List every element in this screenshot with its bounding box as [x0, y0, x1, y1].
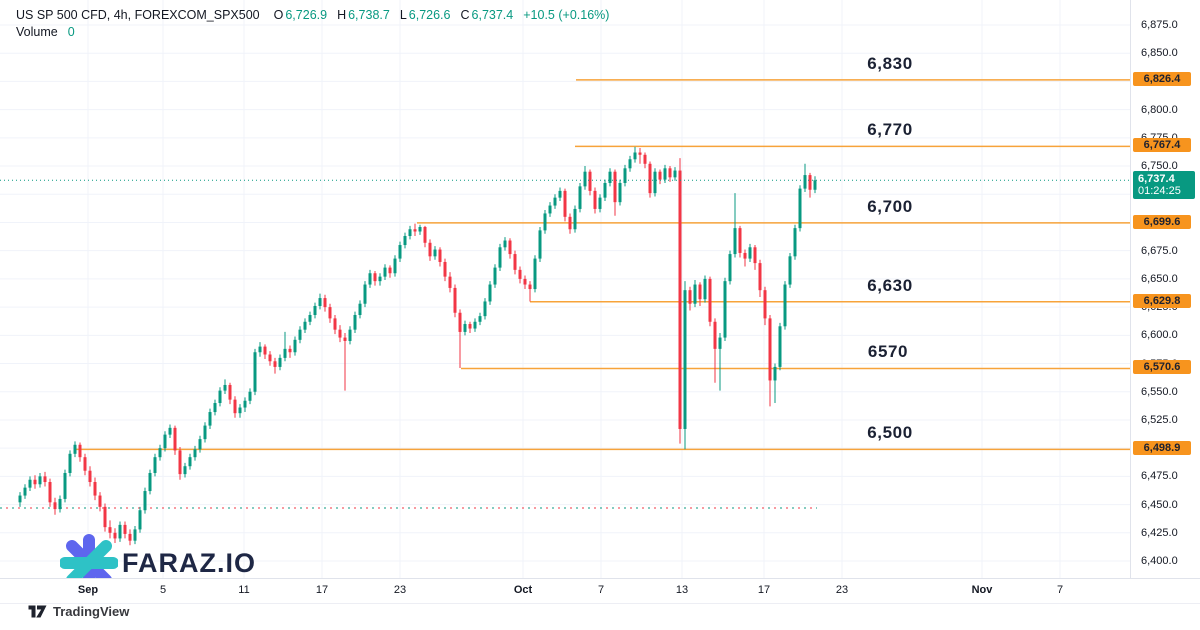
current-price-value: 6,737.4 — [1138, 173, 1175, 186]
symbol-legend[interactable]: US SP 500 CFD, 4h, FOREXCOM_SPX500 O 6,72… — [16, 7, 609, 41]
time-tick: 13 — [675, 584, 689, 596]
level-price-label: 6,826.4 — [1133, 71, 1191, 86]
volume-label[interactable]: Volume — [16, 25, 58, 39]
level-price-label: 6,498.9 — [1133, 441, 1191, 456]
tradingview-attribution[interactable]: TradingView — [28, 604, 129, 619]
candlestick-chart — [0, 0, 1130, 578]
time-tick: Sep — [77, 584, 99, 596]
price-tick: 6,650.0 — [1141, 272, 1178, 285]
faraz-watermark-text: FARAZ.IO — [122, 547, 256, 578]
level-title-6630: 6,630 — [867, 275, 913, 295]
close-value: C 6,737.4 — [460, 8, 514, 22]
time-tick: 17 — [757, 584, 771, 596]
level-title-6500: 6,500 — [867, 423, 913, 443]
price-tick: 6,800.0 — [1141, 103, 1178, 116]
time-tick: 23 — [393, 584, 407, 596]
price-tick: 6,525.0 — [1141, 413, 1178, 426]
time-tick: 7 — [1056, 584, 1064, 596]
time-tick: Oct — [513, 584, 533, 596]
price-tick: 6,675.0 — [1141, 244, 1178, 257]
price-tick: 6,475.0 — [1141, 470, 1178, 483]
price-tick: 6,425.0 — [1141, 526, 1178, 539]
time-tick: Nov — [971, 584, 993, 596]
level-title-6830: 6,830 — [867, 53, 913, 73]
level-title-6770: 6,770 — [867, 120, 913, 140]
volume-value: 0 — [67, 25, 75, 39]
price-tick: 6,450.0 — [1141, 498, 1178, 511]
time-tick: 17 — [315, 584, 329, 596]
faraz-watermark: FARAZ.IO — [60, 534, 256, 578]
level-price-label: 6,629.8 — [1133, 293, 1191, 308]
time-tick: 11 — [238, 584, 250, 596]
time-tick: 23 — [835, 584, 849, 596]
price-tick: 6,600.0 — [1141, 329, 1178, 342]
chart-plot-area[interactable]: 6,830 6,770 6,700 6,630 6570 6,500 US SP 500 … — [0, 0, 1130, 578]
legend-volume-row: Volume 0 — [16, 24, 609, 41]
legend-ohlc-row: US SP 500 CFD, 4h, FOREXCOM_SPX500 O 6,72… — [16, 7, 609, 24]
symbol-title[interactable]: US SP 500 CFD, 4h, FOREXCOM_SPX500 — [16, 8, 260, 22]
bar-countdown: 01:24:25 — [1138, 185, 1181, 198]
level-price-label: 6,767.4 — [1133, 138, 1191, 153]
price-axis[interactable]: 6,875.06,850.06,800.06,775.06,750.06,675… — [1130, 0, 1200, 578]
time-axis[interactable]: Sep 5 11 17 23 Oct 7 13 17 23 Nov 7 — [0, 578, 1200, 604]
candlestick-series — [18, 146, 817, 546]
level-title-6570: 6570 — [867, 342, 909, 362]
tradingview-attribution-text: TradingView — [53, 604, 130, 619]
tradingview-logo-icon — [28, 605, 47, 618]
level-price-label: 6,570.6 — [1133, 360, 1191, 375]
level-price-label: 6,699.6 — [1133, 214, 1191, 229]
price-tick: 6,550.0 — [1141, 385, 1178, 398]
price-tick: 6,400.0 — [1141, 555, 1178, 567]
time-tick: 5 — [159, 584, 167, 596]
time-tick: 7 — [597, 584, 605, 596]
high-value: H 6,738.7 — [337, 8, 390, 22]
price-tick: 6,750.0 — [1141, 160, 1178, 173]
change-value: +10.5 (+0.16%) — [523, 8, 610, 22]
level-title-6700: 6,700 — [867, 196, 913, 216]
price-tick: 6,850.0 — [1141, 47, 1178, 60]
current-price-label: 6,737.4 01:24:25 — [1133, 171, 1195, 200]
open-value: O 6,726.9 — [273, 8, 328, 22]
faraz-logo-icon — [60, 534, 118, 578]
price-tick: 6,875.0 — [1141, 19, 1178, 31]
low-value: L 6,726.6 — [399, 8, 451, 22]
